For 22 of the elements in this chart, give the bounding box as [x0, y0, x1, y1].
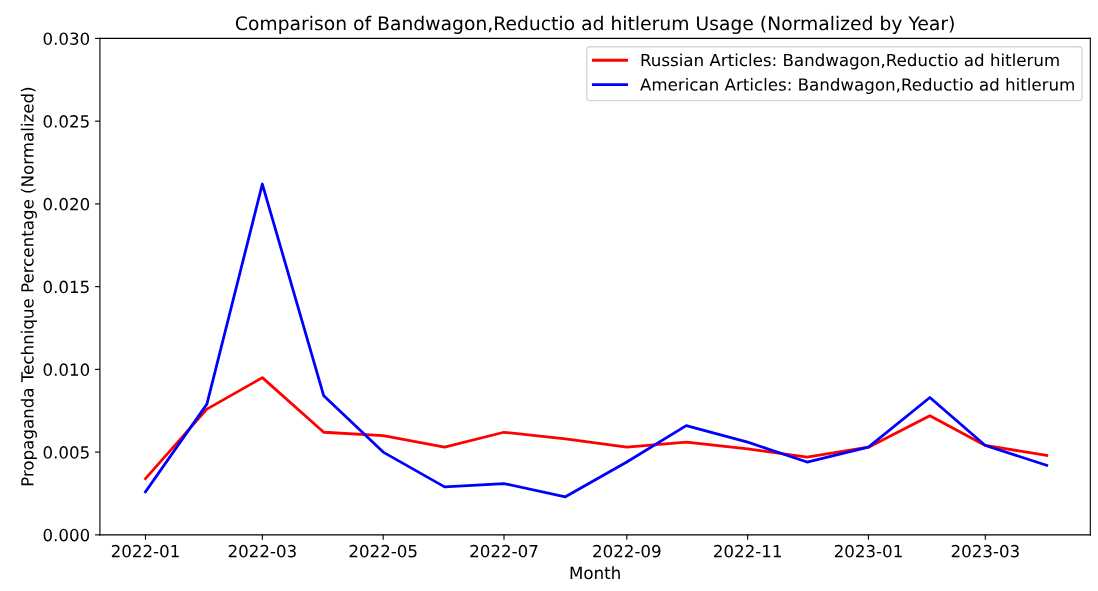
x-tick-label: 2023-03 [951, 544, 1019, 558]
x-tick-label: 2023-01 [834, 544, 902, 558]
y-tick-label: 0.000 [43, 528, 90, 542]
x-tick-label: 2022-07 [470, 544, 538, 558]
line-series [144, 182, 1049, 499]
y-tick-label: 0.005 [43, 446, 89, 459]
y-tick-label: 0.030 [43, 32, 90, 45]
y-tick-label: 0.010 [43, 363, 90, 376]
x-tick-label: 2022-05 [349, 544, 417, 558]
line-series [144, 376, 1049, 480]
y-tick-label: 0.020 [43, 197, 90, 211]
x-tick-label: 2022-09 [593, 544, 661, 558]
y-tick-label: 0.015 [43, 280, 89, 294]
y-axis-title: Propaganda Technique Percentage (Normalized) [20, 87, 37, 486]
x-axis-title: Month [570, 566, 620, 580]
x-tick-label: 2022-03 [228, 544, 296, 558]
legend-label: Russian Articles: Bandwagon,Reductio ad hitlerum [641, 53, 1059, 70]
legend-label: American Articles: Bandwagon,Reductio ad hitlerum [640, 77, 1074, 95]
chart-title: Comparison of Bandwagon,Reductio ad hitlerum Usage (Normalized by Year) [235, 15, 954, 34]
y-tick-label: 0.025 [43, 115, 89, 128]
x-tick-label: 2022-11 [714, 544, 781, 558]
x-tick-label: 2022-01 [111, 544, 179, 558]
